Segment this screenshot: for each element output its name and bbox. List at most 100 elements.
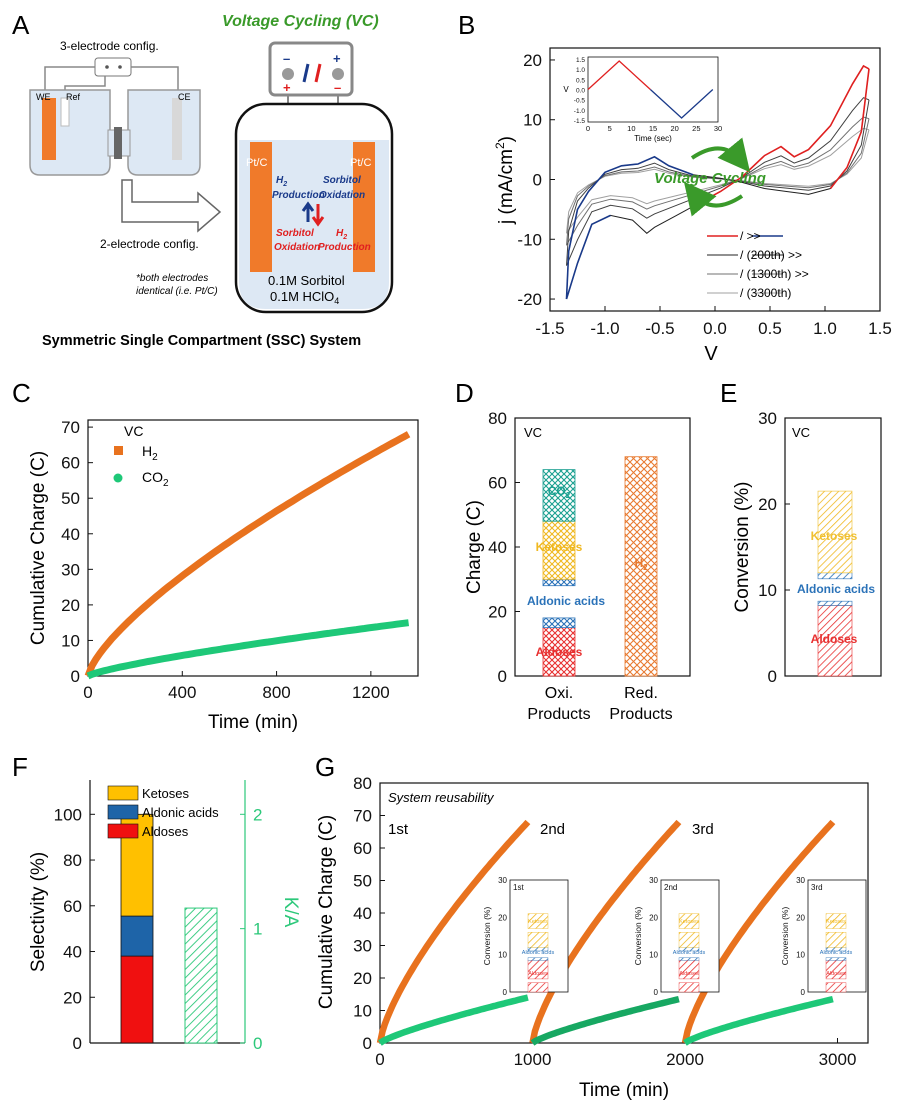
f-legend-ketoses-swatch — [107, 785, 139, 801]
ref-electrode — [60, 97, 70, 127]
f-legend-aldonic: Aldonic acids — [142, 805, 219, 820]
c-ytick-label: 20 — [61, 596, 80, 615]
panel-label-b: B — [458, 10, 475, 40]
g-inset-label-ketoses: Ketoses — [679, 919, 699, 925]
g-ytick-label: 80 — [353, 774, 372, 793]
b-cv-anodic-3300th — [566, 127, 870, 234]
g-ytick-label: 40 — [353, 904, 372, 923]
g-xtick-label: 1000 — [514, 1050, 552, 1069]
e-ytick-label: 30 — [758, 409, 777, 428]
vc-terminal-right — [332, 68, 344, 80]
membrane — [114, 127, 122, 159]
b-inset-xtick: 5 — [608, 124, 612, 133]
g-ytick-label: 20 — [353, 969, 372, 988]
b-cv-first-low — [565, 214, 611, 300]
b-ytick-label: 20 — [523, 51, 542, 70]
f-y2label: K/A — [280, 897, 301, 928]
b-cv-first-anodic — [698, 64, 870, 205]
c-ytick-label: 50 — [61, 489, 80, 508]
wire-we — [44, 66, 95, 100]
f-bar-ka — [184, 907, 218, 1044]
g-series-co2-run-2 — [530, 995, 680, 1046]
h2-production-bottom: H2 Production — [318, 228, 371, 253]
concentration-2: 0.1M HClO4 — [270, 289, 339, 306]
e-bar-segment-1 — [817, 600, 853, 606]
c-series-co2 — [86, 619, 410, 680]
d-label-aldonic: Aldonic acids — [527, 594, 605, 608]
f-bars — [120, 813, 218, 1044]
b-annotation: Voltage Cycling — [654, 170, 766, 187]
d-label-aldoses: Aldoses — [536, 645, 583, 659]
g-inset-bar-3-5 — [825, 913, 847, 929]
b-ytick-label: -20 — [517, 290, 542, 309]
g-xtick-label: 2000 — [666, 1050, 704, 1069]
c-plot-frame — [87, 419, 419, 677]
c-legend-co2-marker — [113, 473, 123, 483]
f-legend-aldoses: Aldoses — [142, 824, 189, 839]
f-y2tick-label: 1 — [253, 920, 262, 939]
f-ytick-label: 80 — [63, 851, 82, 870]
panel-label-e: E — [720, 378, 737, 408]
b-cv-cathodic-200th — [566, 99, 870, 266]
d-tag: VC — [524, 425, 542, 440]
e-bar-segment-0 — [817, 605, 853, 677]
g-inset-ytick: 30 — [796, 876, 805, 885]
g-series-co2-run-3 — [683, 995, 834, 1046]
b-legend: / >> / (200th) >> / (1300th) >> / (3300t… — [707, 229, 809, 300]
g-inset-ytick: 10 — [649, 951, 658, 960]
b-ytick-label: -10 — [517, 230, 542, 249]
g-inset-tag-2: 2nd — [664, 883, 677, 892]
c-series-h2 — [84, 431, 411, 678]
svg-text:Production: Production — [272, 190, 325, 201]
c-ytick-label: 0 — [71, 667, 80, 686]
b-xtick-label: 0.0 — [703, 319, 727, 338]
b-inset-ytick: 0.0 — [576, 88, 585, 95]
b-inset-ytick: -1.5 — [574, 118, 586, 125]
g-ytick-label: 50 — [353, 872, 372, 891]
ref-label: Ref — [66, 92, 81, 102]
b-legend-2: / (200th) >> — [740, 248, 802, 262]
d-cat-1-line-2: Products — [527, 706, 590, 723]
e-ylabel: Conversion (%) — [732, 482, 753, 613]
g-ytick-label: 0 — [363, 1034, 372, 1053]
g-inset-tag-1: 1st — [513, 883, 524, 892]
g-inset-ytick: 20 — [649, 913, 658, 922]
d-label-h2: H2 — [634, 556, 648, 572]
b-xtick-label: 1.0 — [813, 319, 837, 338]
f-y2tick-label: 0 — [253, 1034, 262, 1053]
d-bar-segment-1 — [542, 617, 576, 629]
g-series-h2-run-1 — [376, 819, 531, 1044]
panel-e: 0 10 20 30 VC Conversion (%) Aldoses Aldoni… — [732, 409, 882, 686]
g-ytick-label: 30 — [353, 937, 372, 956]
panel-d: 0 20 40 60 80 VC Charge (C) Oxi. Products Re… — [464, 409, 691, 723]
b-xtick-label: -1.0 — [590, 319, 619, 338]
g-inset-ytick: 30 — [649, 876, 658, 885]
c-ticks: 0 400 800 1200 0 10 20 30 40 50 60 70 — [61, 418, 390, 702]
e-tag: VC — [792, 425, 810, 440]
b-cv-anodic-1300th — [566, 116, 870, 246]
vc-sign-minus-bot: – — [334, 80, 341, 95]
c-series — [84, 431, 411, 680]
b-inset-ytick: -0.5 — [574, 98, 586, 105]
c-ytick-label: 60 — [61, 454, 80, 473]
vc-electrolyte — [239, 140, 389, 309]
g-inset-bar-1-0 — [527, 982, 549, 993]
g-inset-ylabel-1: Conversion (%) — [482, 907, 492, 966]
arrow-down-red — [311, 204, 325, 227]
b-inset: 0 5 10 15 20 25 30 1.5 1.0 0.5 0.0 -0.5 -1.0 -1.5 — [574, 57, 722, 133]
e-ytick-label: 10 — [758, 581, 777, 600]
d-bars — [542, 456, 658, 677]
electrode-right — [353, 142, 375, 272]
f-bar-aldonic-acids — [120, 915, 154, 957]
vc-terminal-left — [282, 68, 294, 80]
c-legend-h2: H2 — [142, 443, 158, 463]
c-xtick-label: 800 — [262, 683, 290, 702]
b-inset-ylabel: V — [563, 85, 569, 94]
b-xtick-label: 1.5 — [868, 319, 892, 338]
g-run-3-label: 3rd — [692, 821, 714, 838]
b-cv-first-cathodic — [565, 155, 694, 300]
panel-f: 0 20 40 60 80 100 0 1 2 Selectivity (%) K/A Keto… — [28, 780, 301, 1053]
b-legend-4: / (3300th) — [740, 286, 791, 300]
